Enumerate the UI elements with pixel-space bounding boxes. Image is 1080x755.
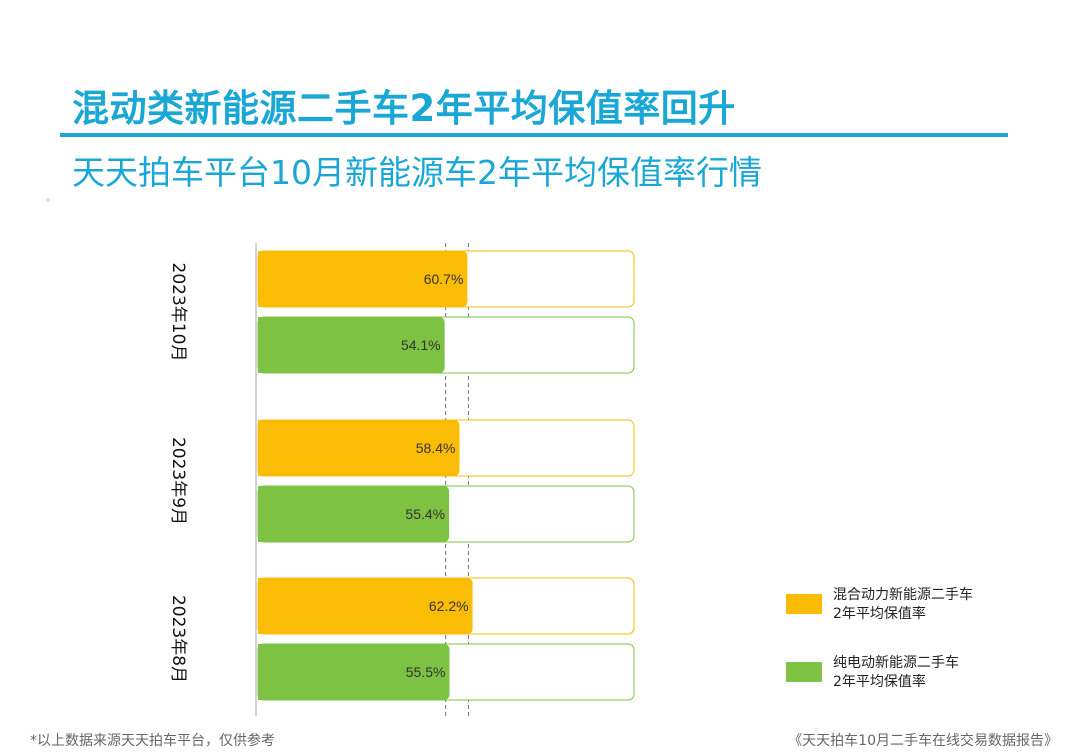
title-divider: [60, 133, 1008, 137]
bar-label-electric-2: 55.4%: [405, 506, 445, 522]
bar-electric-1: [258, 317, 445, 373]
bar-electric-2: [258, 486, 450, 542]
bar-label-hybrid-2: 58.4%: [416, 440, 456, 456]
page-subtitle: 天天拍车平台10月新能源车2年平均保值率行情: [72, 153, 762, 192]
bar-label-hybrid-1: 60.7%: [424, 271, 464, 287]
decorative-dot: [46, 198, 50, 202]
legend-label-electric-line2: 2年平均保值率: [833, 674, 926, 690]
bar-hybrid-2: [258, 420, 460, 476]
period-label-1: 2023年10月: [168, 263, 188, 362]
source-citation: 《天天拍车10月二手车在线交易数据报告》: [788, 733, 1058, 749]
period-label-3: 2023年8月: [168, 595, 188, 683]
bar-label-hybrid-3: 62.2%: [429, 598, 469, 614]
bar-hybrid-1: [258, 251, 468, 307]
period-label-2: 2023年9月: [168, 437, 188, 525]
bar-label-electric-1: 54.1%: [401, 337, 441, 353]
legend-label-hybrid-line2: 2年平均保值率: [833, 606, 926, 622]
legend-label-hybrid-line1: 混合动力新能源二手车: [833, 587, 973, 603]
page-title: 混动类新能源二手车2年平均保值率回升: [72, 87, 736, 130]
legend-swatch-electric: [786, 662, 822, 682]
bar-hybrid-3: [258, 578, 473, 634]
bar-label-electric-3: 55.5%: [406, 664, 446, 680]
footnote: *以上数据来源天天拍车平台，仅供参考: [30, 733, 275, 749]
legend-swatch-hybrid: [786, 594, 822, 614]
legend-label-electric-line1: 纯电动新能源二手车: [833, 655, 959, 671]
bar-electric-3: [258, 644, 450, 700]
